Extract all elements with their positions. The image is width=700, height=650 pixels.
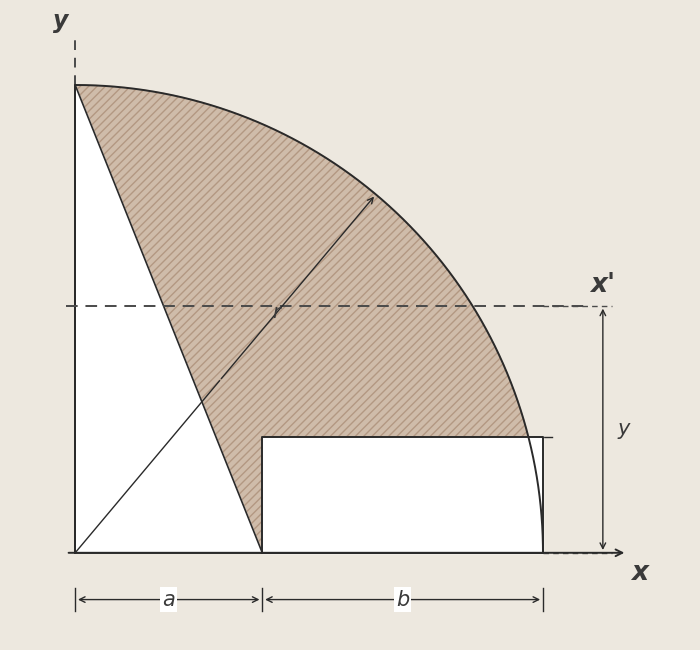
Text: a: a	[162, 590, 175, 610]
Polygon shape	[75, 85, 262, 552]
Text: y: y	[52, 8, 68, 32]
Text: x: x	[631, 560, 648, 586]
Polygon shape	[262, 437, 543, 552]
Text: c: c	[503, 485, 515, 505]
Text: x': x'	[590, 272, 615, 298]
Text: r: r	[272, 304, 280, 322]
Polygon shape	[75, 85, 543, 552]
Text: b: b	[396, 590, 410, 610]
Text: y: y	[618, 419, 630, 439]
